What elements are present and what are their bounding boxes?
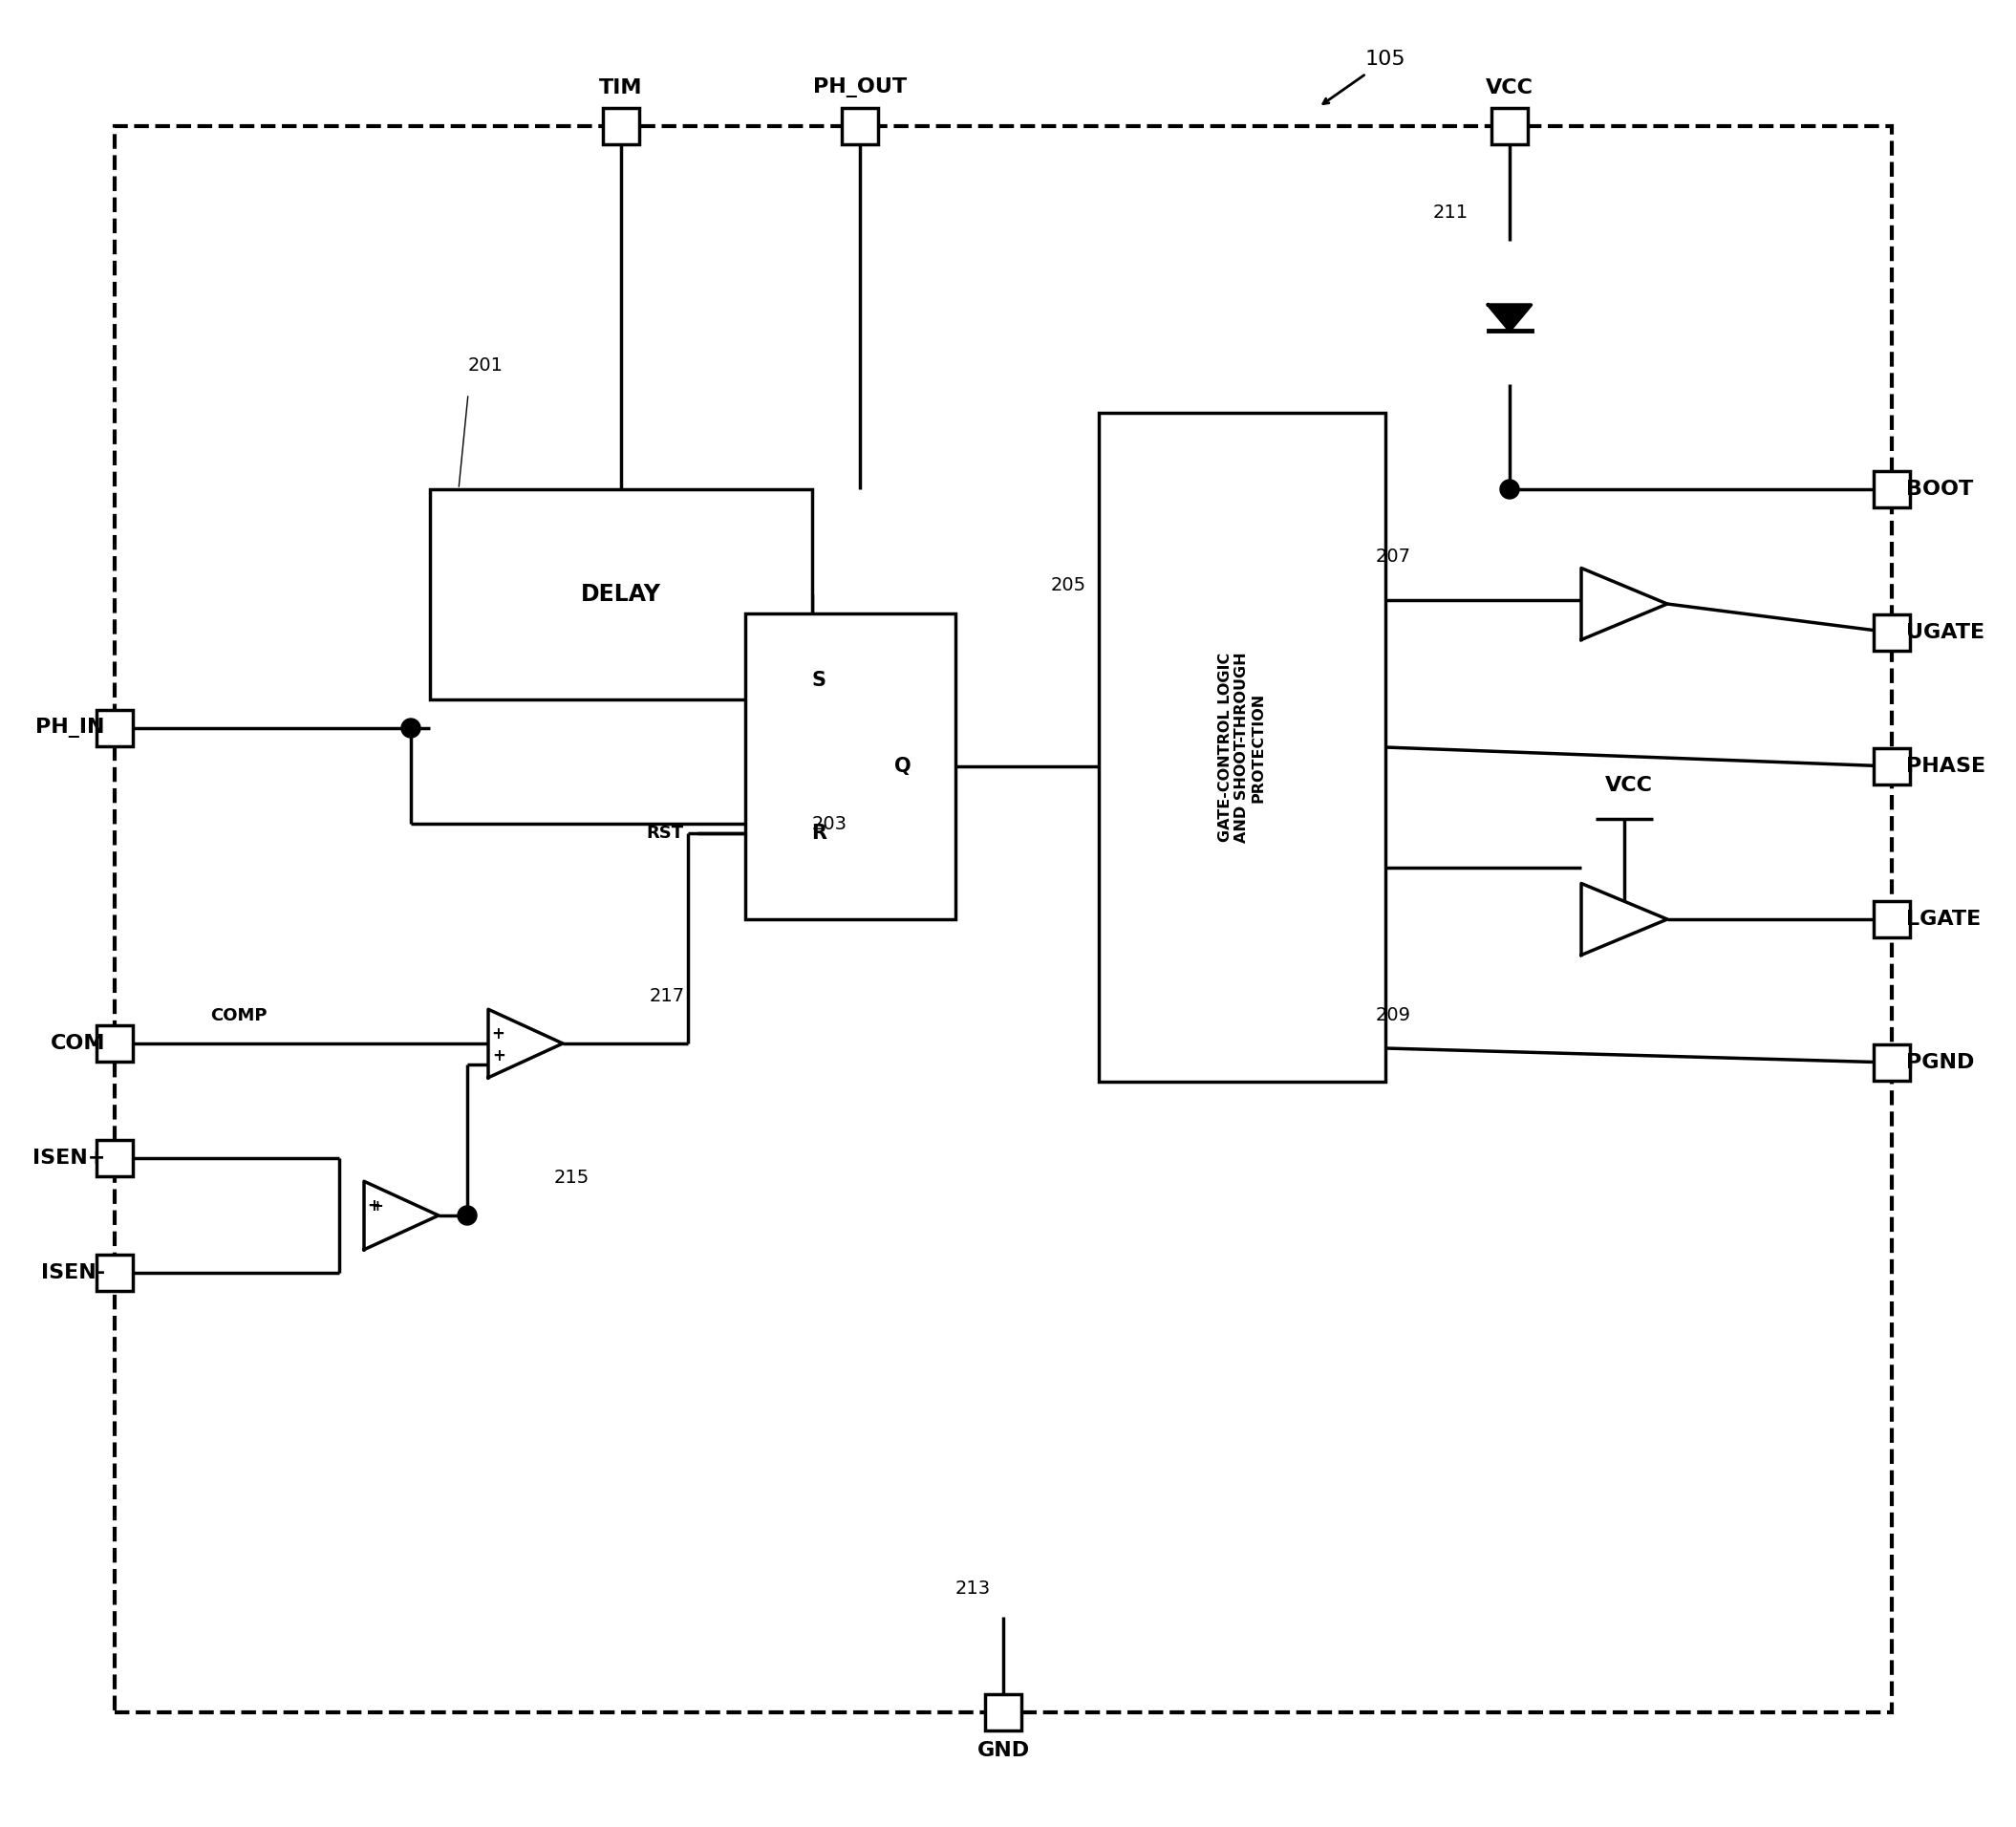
- Text: BOOT: BOOT: [1905, 481, 1974, 499]
- Polygon shape: [365, 1182, 439, 1250]
- Text: 201: 201: [468, 356, 504, 375]
- Text: COMP: COMP: [210, 1007, 266, 1025]
- Polygon shape: [488, 1009, 562, 1078]
- Text: GND: GND: [978, 1741, 1030, 1759]
- Text: VCC: VCC: [1486, 79, 1534, 97]
- Text: UGATE: UGATE: [1905, 623, 1984, 641]
- Text: +: +: [367, 1197, 379, 1215]
- Bar: [746, 614, 956, 919]
- Text: 209: 209: [1375, 1005, 1411, 1023]
- Text: DELAY: DELAY: [581, 583, 661, 607]
- Text: 205: 205: [1050, 576, 1087, 594]
- Text: ISEN-: ISEN-: [40, 1262, 105, 1283]
- Bar: [1873, 1045, 1909, 1082]
- Text: 215: 215: [554, 1167, 591, 1186]
- Text: PH_OUT: PH_OUT: [812, 77, 907, 97]
- Text: ISEN+: ISEN+: [32, 1149, 105, 1167]
- Circle shape: [1500, 481, 1520, 499]
- Text: 207: 207: [1375, 546, 1411, 565]
- Bar: [97, 1255, 133, 1292]
- Bar: [1099, 413, 1385, 1082]
- Text: 217: 217: [649, 987, 685, 1005]
- Text: COM: COM: [50, 1034, 105, 1052]
- Polygon shape: [1581, 884, 1667, 956]
- Bar: [1873, 471, 1909, 508]
- Text: TIM: TIM: [599, 79, 643, 97]
- Bar: [1873, 901, 1909, 937]
- Bar: [1873, 749, 1909, 784]
- Text: GATE-CONTROL LOGIC
AND SHOOT-THROUGH
PROTECTION: GATE-CONTROL LOGIC AND SHOOT-THROUGH PRO…: [1218, 652, 1266, 842]
- Polygon shape: [1488, 305, 1530, 331]
- Text: PHASE: PHASE: [1905, 756, 1986, 776]
- Text: Q: Q: [895, 756, 911, 776]
- Text: 105: 105: [1365, 49, 1405, 69]
- Text: +: +: [492, 1025, 504, 1043]
- Circle shape: [458, 1206, 476, 1226]
- Polygon shape: [1581, 568, 1667, 639]
- Text: VCC: VCC: [1605, 776, 1653, 795]
- Bar: [1492, 108, 1528, 144]
- Text: 203: 203: [812, 815, 847, 833]
- Text: +: +: [492, 1047, 506, 1065]
- Bar: [986, 1694, 1022, 1730]
- Text: 211: 211: [1433, 203, 1468, 221]
- Text: RST: RST: [645, 826, 683, 842]
- Bar: [843, 108, 879, 144]
- Bar: [429, 490, 812, 700]
- Circle shape: [401, 718, 421, 738]
- Text: R: R: [810, 824, 827, 844]
- Bar: [97, 1140, 133, 1177]
- Bar: [115, 126, 1891, 1712]
- Bar: [1873, 614, 1909, 650]
- Text: PH_IN: PH_IN: [36, 718, 105, 738]
- Text: S: S: [812, 671, 827, 691]
- Text: 213: 213: [956, 1579, 992, 1597]
- Text: +: +: [371, 1199, 383, 1213]
- Text: PGND: PGND: [1905, 1052, 1974, 1072]
- Bar: [97, 711, 133, 745]
- Text: LGATE: LGATE: [1905, 910, 1982, 928]
- Bar: [603, 108, 639, 144]
- Bar: [97, 1025, 133, 1061]
